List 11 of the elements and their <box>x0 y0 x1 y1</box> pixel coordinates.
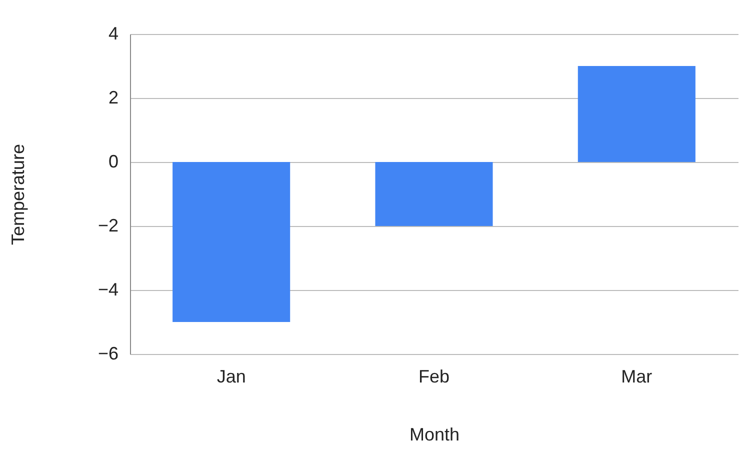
y-tick-label: −6 <box>98 344 118 364</box>
y-tick-label: 0 <box>108 152 118 172</box>
y-tick-label: −2 <box>98 216 118 236</box>
x-tick-label: Jan <box>216 366 246 386</box>
y-axis-title: Temperature <box>8 144 28 246</box>
x-tick-label: Mar <box>621 366 652 386</box>
x-tick-label: Feb <box>418 366 450 386</box>
y-tick-label: 2 <box>108 88 118 108</box>
y-tick-label: −4 <box>98 280 118 300</box>
y-tick-label: 4 <box>108 24 118 44</box>
x-axis-title: Month <box>409 424 460 444</box>
